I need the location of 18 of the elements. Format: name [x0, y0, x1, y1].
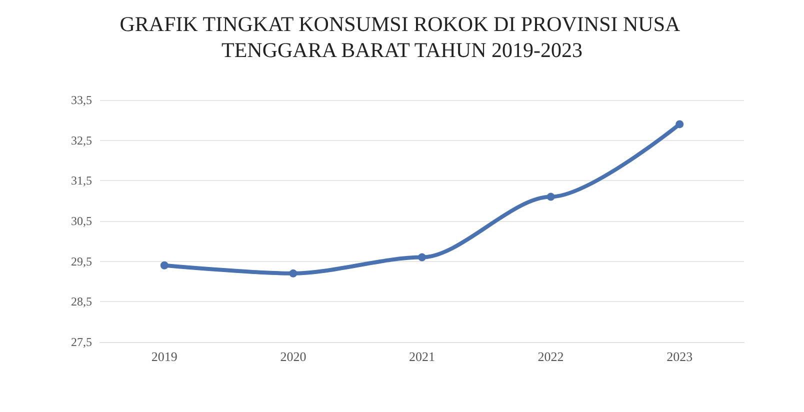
point: [289, 269, 298, 278]
point: [418, 253, 426, 262]
x-tick-label: 2019: [151, 349, 178, 364]
y-tick-label: 31,5: [71, 174, 92, 188]
y-tick-label: 27,5: [71, 335, 92, 349]
point: [546, 192, 555, 201]
y-tick-label: 32,5: [71, 133, 92, 148]
x-tick-label: 2020: [280, 349, 306, 364]
y-tick-label: 30,5: [71, 214, 92, 228]
x-tick-label: 2021: [409, 349, 435, 364]
chart-title: GRAFIK TINGKAT KONSUMSI ROKOK DI PROVINSI NUSA TENGGARA BARAT TAHUN 2019-2023: [120, 12, 684, 62]
x-tick-label: 2022: [538, 349, 564, 364]
y-tick-label: 29,5: [71, 254, 92, 268]
y-tick-label: 33,5: [71, 93, 92, 107]
point: [160, 261, 168, 270]
y-tick-label: 28,5: [71, 294, 92, 309]
point: [676, 120, 684, 128]
x-tick-label: 2023: [666, 349, 693, 364]
